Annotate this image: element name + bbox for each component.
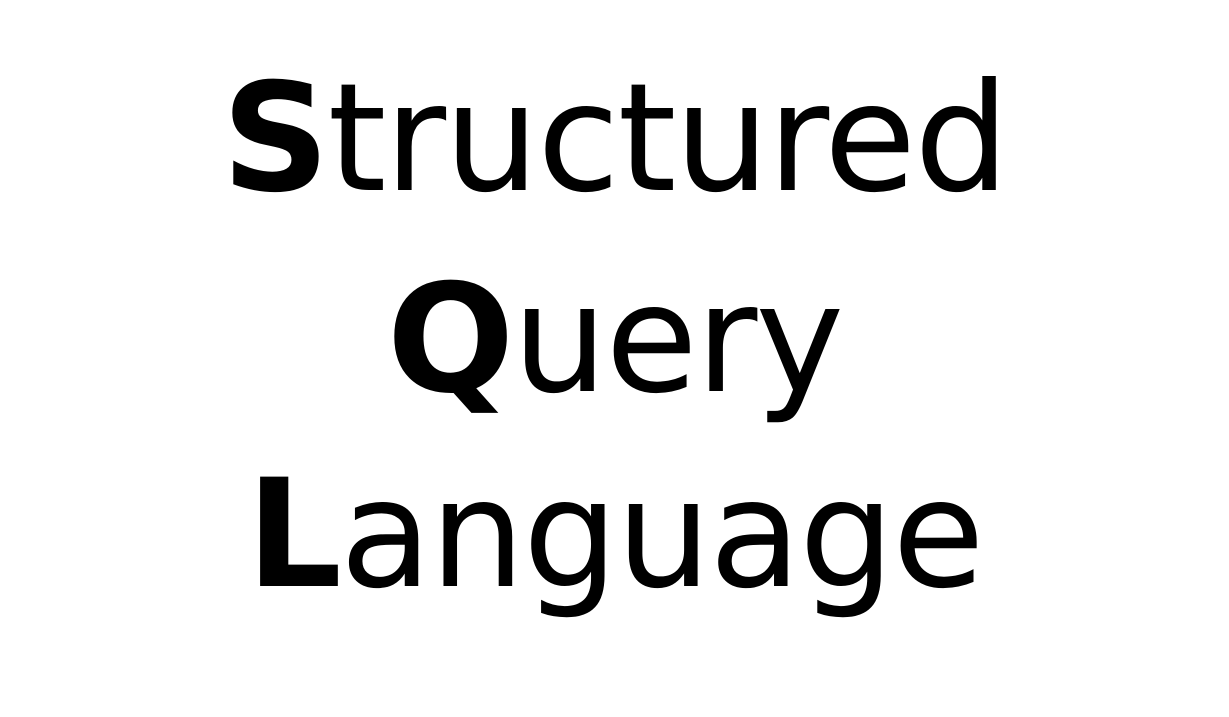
acronym-word-rest-structured: tructured <box>327 52 1010 226</box>
acronym-line-language: Language <box>0 460 1229 610</box>
acronym-line-query: Query <box>0 265 1229 415</box>
acronym-initial-l: L <box>246 448 342 622</box>
acronym-word-rest-query: uery <box>512 253 844 427</box>
acronym-line-structured: Structured <box>0 64 1229 214</box>
acronym-word-rest-language: anguage <box>339 448 985 622</box>
acronym-initial-s: S <box>221 52 330 226</box>
acronym-initial-q: Q <box>386 253 515 427</box>
